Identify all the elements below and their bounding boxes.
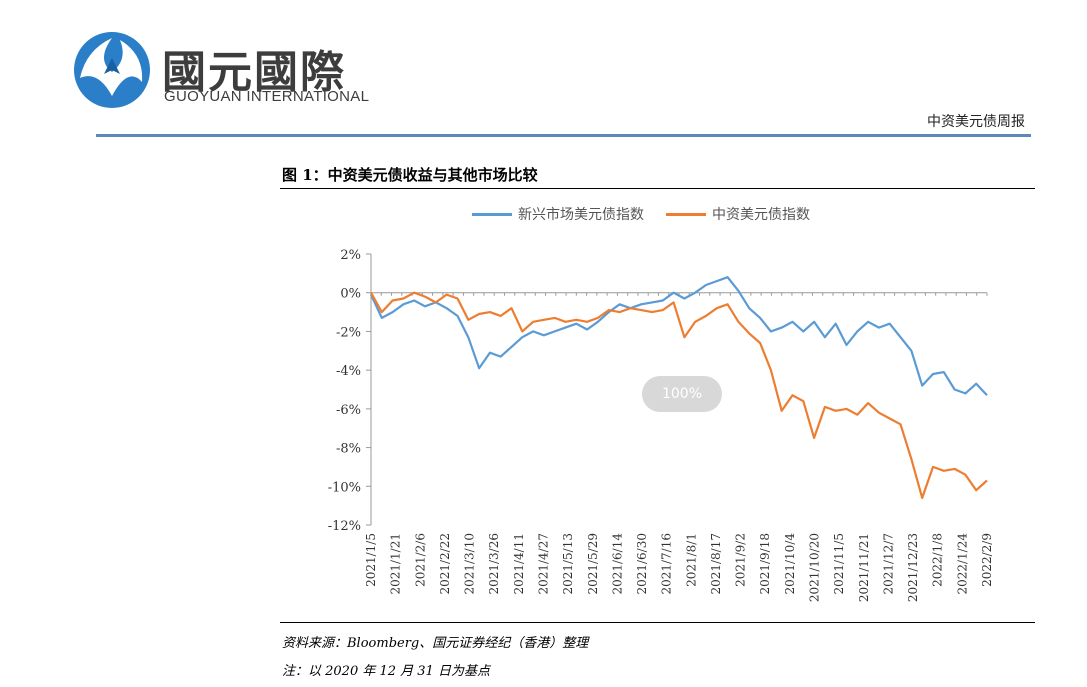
- x-tick-label: 2021/3/26: [487, 533, 501, 595]
- x-tick-label: 2021/1/5: [364, 533, 378, 587]
- legend-item-em: 新兴市场美元债指数: [472, 204, 644, 224]
- figure-note: 注：以 2020 年 12 月 31 日为基点: [282, 664, 490, 679]
- legend-swatch-cn: [666, 212, 706, 216]
- y-tick-label: -8%: [336, 442, 361, 457]
- report-name: 中资美元债周报: [927, 114, 1025, 130]
- x-tick-label: 2021/6/30: [635, 533, 649, 595]
- y-tick-label: 0%: [340, 287, 361, 302]
- logo-emblem-icon: [74, 32, 150, 108]
- x-tick-label: 2021/8/1: [684, 533, 698, 587]
- chart-legend: 新兴市场美元债指数 中资美元债指数: [472, 204, 810, 224]
- x-tick-label: 2021/5/29: [586, 533, 600, 595]
- x-tick-label: 2021/2/22: [438, 533, 452, 595]
- x-tick-label: 2021/4/11: [512, 533, 526, 595]
- figure-title: 图 1：中资美元债收益与其他市场比较: [282, 166, 538, 184]
- zoom-level-badge: 100%: [642, 376, 722, 412]
- logo-text-chinese: 國元國際: [162, 47, 346, 98]
- x-tick-label: 2021/1/21: [389, 533, 403, 595]
- x-tick-label: 2021/8/17: [709, 533, 723, 595]
- x-axis: 2021/1/5 2021/1/21 2021/2/6 2021/2/22 2021/3…: [364, 292, 994, 602]
- logo-text-english: GUOYUAN INTERNATIONAL: [164, 88, 370, 105]
- x-tick-label: 2021/12/7: [881, 533, 895, 595]
- x-tick-label: 2021/11/21: [857, 533, 871, 602]
- header-divider: [96, 134, 1031, 137]
- y-tick-label: 2%: [340, 248, 361, 263]
- y-tick-label: -12%: [328, 519, 361, 534]
- x-tick-label: 2021/4/27: [536, 533, 550, 595]
- y-tick-label: -10%: [328, 480, 361, 495]
- company-logo: 國元國際 GUOYUAN INTERNATIONAL: [72, 30, 372, 110]
- x-tick-label: 2021/9/2: [734, 533, 748, 587]
- x-tick-label: 2021/6/14: [610, 533, 624, 595]
- x-tick-label: 2021/9/18: [758, 533, 772, 595]
- y-tick-label: -2%: [336, 325, 361, 340]
- legend-label-cn: 中资美元债指数: [712, 207, 810, 223]
- figure-source: 资料来源：Bloomberg、国元证券经纪（香港）整理: [282, 636, 589, 651]
- x-tick-label: 2022/1/24: [955, 533, 969, 595]
- legend-label-em: 新兴市场美元债指数: [518, 207, 644, 223]
- x-tick-label: 2021/12/23: [906, 533, 920, 602]
- x-tick-label: 2021/2/6: [413, 533, 427, 587]
- legend-item-cn: 中资美元债指数: [666, 204, 810, 224]
- legend-swatch-em: [472, 212, 512, 216]
- x-tick-label: 2021/3/10: [463, 533, 477, 595]
- figure-bottom-rule: [280, 622, 1035, 623]
- y-tick-label: -4%: [336, 364, 361, 379]
- x-tick-label: 2021/11/5: [832, 533, 846, 595]
- x-tick-label: 2022/1/8: [931, 533, 945, 587]
- figure-top-rule: [280, 188, 1035, 189]
- x-tick-label: 2021/10/20: [808, 533, 822, 602]
- x-tick-label: 2022/2/9: [980, 533, 994, 587]
- y-axis: 2% 0% -2% -4% -6% -8% -10% -12%: [328, 248, 372, 534]
- y-tick-label: -6%: [336, 403, 361, 418]
- x-tick-label: 2021/10/4: [783, 533, 797, 595]
- x-tick-label: 2021/5/13: [561, 533, 575, 595]
- x-tick-label: 2021/7/16: [660, 533, 674, 595]
